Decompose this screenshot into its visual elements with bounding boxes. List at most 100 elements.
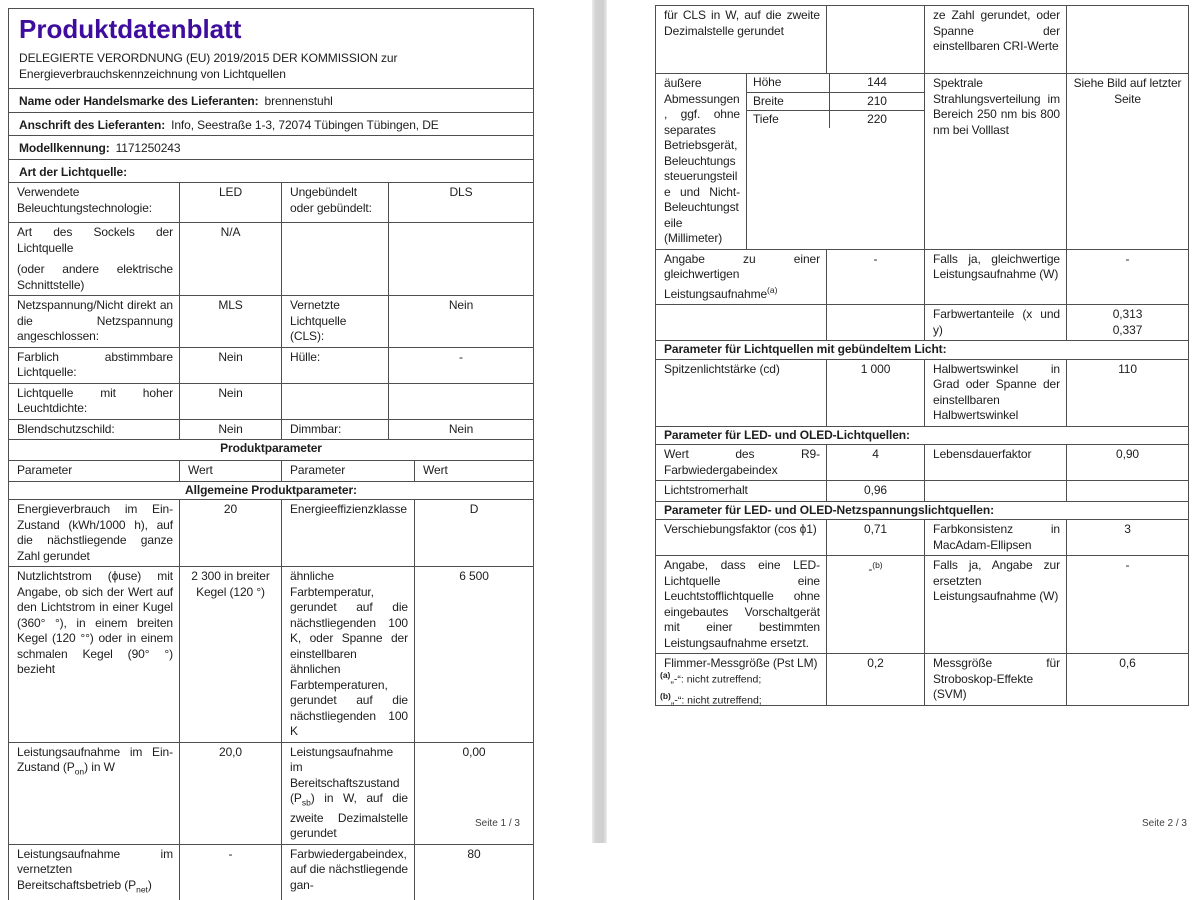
supplier-name-value: brennenstuhl <box>264 94 333 108</box>
param-label: Halbwertswinkel in Grad oder Spanne der … <box>924 359 1066 426</box>
param-label: Nutzlichtstrom (ϕuse) mit Angabe, ob sic… <box>17 569 173 676</box>
param-value: - <box>179 844 281 900</box>
param-value: Siehe Bild auf letzter Seite <box>1066 74 1188 249</box>
supplier-address-value: Info, Seestraße 1-3, 72074 Tübingen Tübi… <box>171 117 439 132</box>
param-label <box>281 223 388 295</box>
dimension-value: 210 <box>829 93 924 110</box>
param-label: für CLS in W, auf die zweite Dezimalstel… <box>664 8 820 38</box>
general-parameters-header: Allgemeine Produktparameter: <box>9 480 533 500</box>
param-column-headers: Parameter Wert Parameter Wert <box>9 460 533 481</box>
row-fluorescent-replacement: Angabe, dass eine LED-Lichtquelle eine L… <box>656 555 1188 653</box>
product-parameters-header: Produktparameter <box>9 439 533 460</box>
param-label: Spitzenlichtstärke (cd) <box>664 361 780 376</box>
supplier-address-row: Anschrift des Lieferanten: Info, Seestraß… <box>9 111 533 136</box>
footnote-b: (b)„-“: nicht zutreffend; <box>660 691 762 707</box>
pages-divider <box>592 0 607 843</box>
param-label: Spektrale Strahlungsverteilung im Bereic… <box>924 74 1066 249</box>
dimensions-subtable: Höhe 144 Breite 210 Tiefe 220 <box>746 74 924 249</box>
page2-footer: Seite 2 / 3 <box>1141 818 1187 829</box>
dimension-value: 220 <box>829 110 924 128</box>
product-parameters-title: Produktparameter <box>220 441 322 455</box>
param-value: - <box>1066 249 1188 304</box>
dimension-row-depth: Tiefe 220 <box>747 110 924 128</box>
param-label: Lichtquelle mit hoher Leuchtdichte: <box>17 385 173 416</box>
param-value: Nein <box>388 419 533 439</box>
row-high-luminance: Lichtquelle mit hoher Leuchtdichte: Nein <box>9 382 533 419</box>
param-value: 0,00 <box>414 742 533 844</box>
dimension-name: Höhe <box>753 75 782 89</box>
param-value: Nein <box>388 296 533 347</box>
param-value: 0,71 <box>826 520 924 555</box>
param-value: 3 <box>1066 520 1188 555</box>
param-label: Verwendete Beleuchtungstechnologie: <box>17 185 153 215</box>
row-energy-consumption: Energieverbrauch im Ein-Zustand (kWh/100… <box>9 499 533 566</box>
param-value: 6 500 <box>414 567 533 742</box>
row-r9-value: Wert des R9-Farbwiedergabeindex 4 Lebens… <box>656 444 1188 480</box>
param-label: Falls ja, Angabe zur ersetzten Leistungs… <box>924 556 1066 653</box>
model-id-row: Modellkennung: 1171250243 <box>9 135 533 159</box>
param-value: 0,2 <box>826 654 924 705</box>
param-label: Energieeffizienzklasse <box>281 500 414 566</box>
column-header: Parameter <box>17 463 73 477</box>
param-label: Wert des R9-Farbwiedergabeindex <box>664 447 820 477</box>
supplier-name-label: Name oder Handelsmarke des Lieferanten: <box>19 94 259 108</box>
row-peak-intensity: Spitzenlichtstärke (cd) 1 000 Halbwertsw… <box>656 358 1188 426</box>
param-label: äußere Abmessungen, ggf. ohne separates … <box>664 76 740 245</box>
row-cls-continuation: für CLS in W, auf die zweite Dezimalstel… <box>656 6 1188 73</box>
footnote-a: (a)„-“: nicht zutreffend; <box>660 670 762 686</box>
column-header: Wert <box>179 461 281 481</box>
row-chromaticity: Farbwertanteile (x und y) 0,313 0,337 <box>656 304 1188 340</box>
dimension-row-width: Breite 210 <box>747 92 924 111</box>
row-outer-dimensions: äußere Abmessungen, ggf. ohne separates … <box>656 73 1188 249</box>
row-socket-type: Art des Sockels der Lichtquelle (oder an… <box>9 222 533 295</box>
param-value: 110 <box>1066 359 1188 426</box>
section-beamed-light-title: Parameter für Lichtquellen mit gebündelt… <box>664 342 947 356</box>
param-value <box>388 383 533 419</box>
row-lighting-technology: Verwendete Beleuchtungstechnologie: LED … <box>9 182 533 222</box>
model-id-value: 1171250243 <box>115 141 181 155</box>
param-value: N/A <box>179 223 281 295</box>
param-value: DLS <box>388 183 533 222</box>
regulation-subtitle: DELEGIERTE VERORDNUNG (EU) 2019/2015 DER… <box>19 51 523 82</box>
row-mains-voltage: Netzspannung/Nicht direkt an die Netzspa… <box>9 295 533 347</box>
param-value: LED <box>179 183 281 222</box>
general-parameters-title: Allgemeine Produktparameter: <box>185 482 357 497</box>
param-label: Lichtstromerhalt <box>664 483 748 497</box>
row-anti-glare: Blendschutzschild: Nein Dimmbar: Nein <box>9 418 533 439</box>
socket-type-line1: Art des Sockels der Lichtquelle <box>17 225 173 255</box>
row-equivalent-power: Angabe zu einer gleichwertigen Leistungs… <box>656 248 1188 304</box>
section-beamed-light: Parameter für Lichtquellen mit gebündelt… <box>656 340 1188 359</box>
param-label: Verschiebungsfaktor (cos ϕ1) <box>664 522 817 536</box>
param-value: - <box>826 249 924 304</box>
dimension-value: 144 <box>829 74 924 92</box>
row-useful-luminous-flux: Nutzlichtstrom (ϕuse) mit Angabe, ob sic… <box>9 566 533 742</box>
row-power-on: Leistungsaufnahme im Ein-Zustand (Pon) i… <box>9 741 533 844</box>
param-value: - <box>1066 556 1188 653</box>
param-label: Netzspannung/Nicht direkt an die Netzspa… <box>17 298 173 343</box>
param-label: ähnliche Farbtemperatur, gerundet auf di… <box>281 567 414 742</box>
param-value: 20 <box>179 500 281 566</box>
param-value <box>1066 481 1188 501</box>
param-value <box>826 305 924 340</box>
param-value: MLS <box>179 296 281 347</box>
dimension-name: Breite <box>753 94 784 108</box>
param-label: Lebensdauerfaktor <box>924 445 1066 480</box>
param-value <box>1066 6 1188 73</box>
section-led-oled-title: Parameter für LED- und OLED-Lichtquellen… <box>664 427 910 442</box>
param-label <box>656 305 826 340</box>
section-led-oled: Parameter für LED- und OLED-Lichtquellen… <box>656 425 1188 445</box>
param-value: 2 300 in breiter Kegel (120 °) <box>179 567 281 742</box>
row-power-networked-standby: Leistungsaufnahme im vernetzten Bereitsc… <box>9 843 533 900</box>
section-mains-led: Parameter für LED- und OLED-Netzspannung… <box>656 500 1188 520</box>
dimension-name: Tiefe <box>753 111 779 126</box>
chromaticity-x: 0,313 <box>1112 307 1143 321</box>
document-header: Produktdatenblatt DELEGIERTE VERORDNUNG … <box>9 9 533 88</box>
document-title: Produktdatenblatt <box>19 14 242 44</box>
param-label: Angabe, dass eine LED-Lichtquelle eine L… <box>664 558 820 650</box>
regulation-subtitle-line1: DELEGIERTE VERORDNUNG (EU) 2019/2015 DER… <box>19 51 398 65</box>
param-label: Vernetzte Lichtquelle (CLS): <box>281 296 388 347</box>
param-label: Ungebündelt oder gebündelt: <box>281 183 388 222</box>
param-label: Farbwiedergabeindex, auf die nächstliege… <box>281 844 414 900</box>
page1-footer: Seite 1 / 3 <box>474 818 520 829</box>
param-value: D <box>414 500 533 566</box>
